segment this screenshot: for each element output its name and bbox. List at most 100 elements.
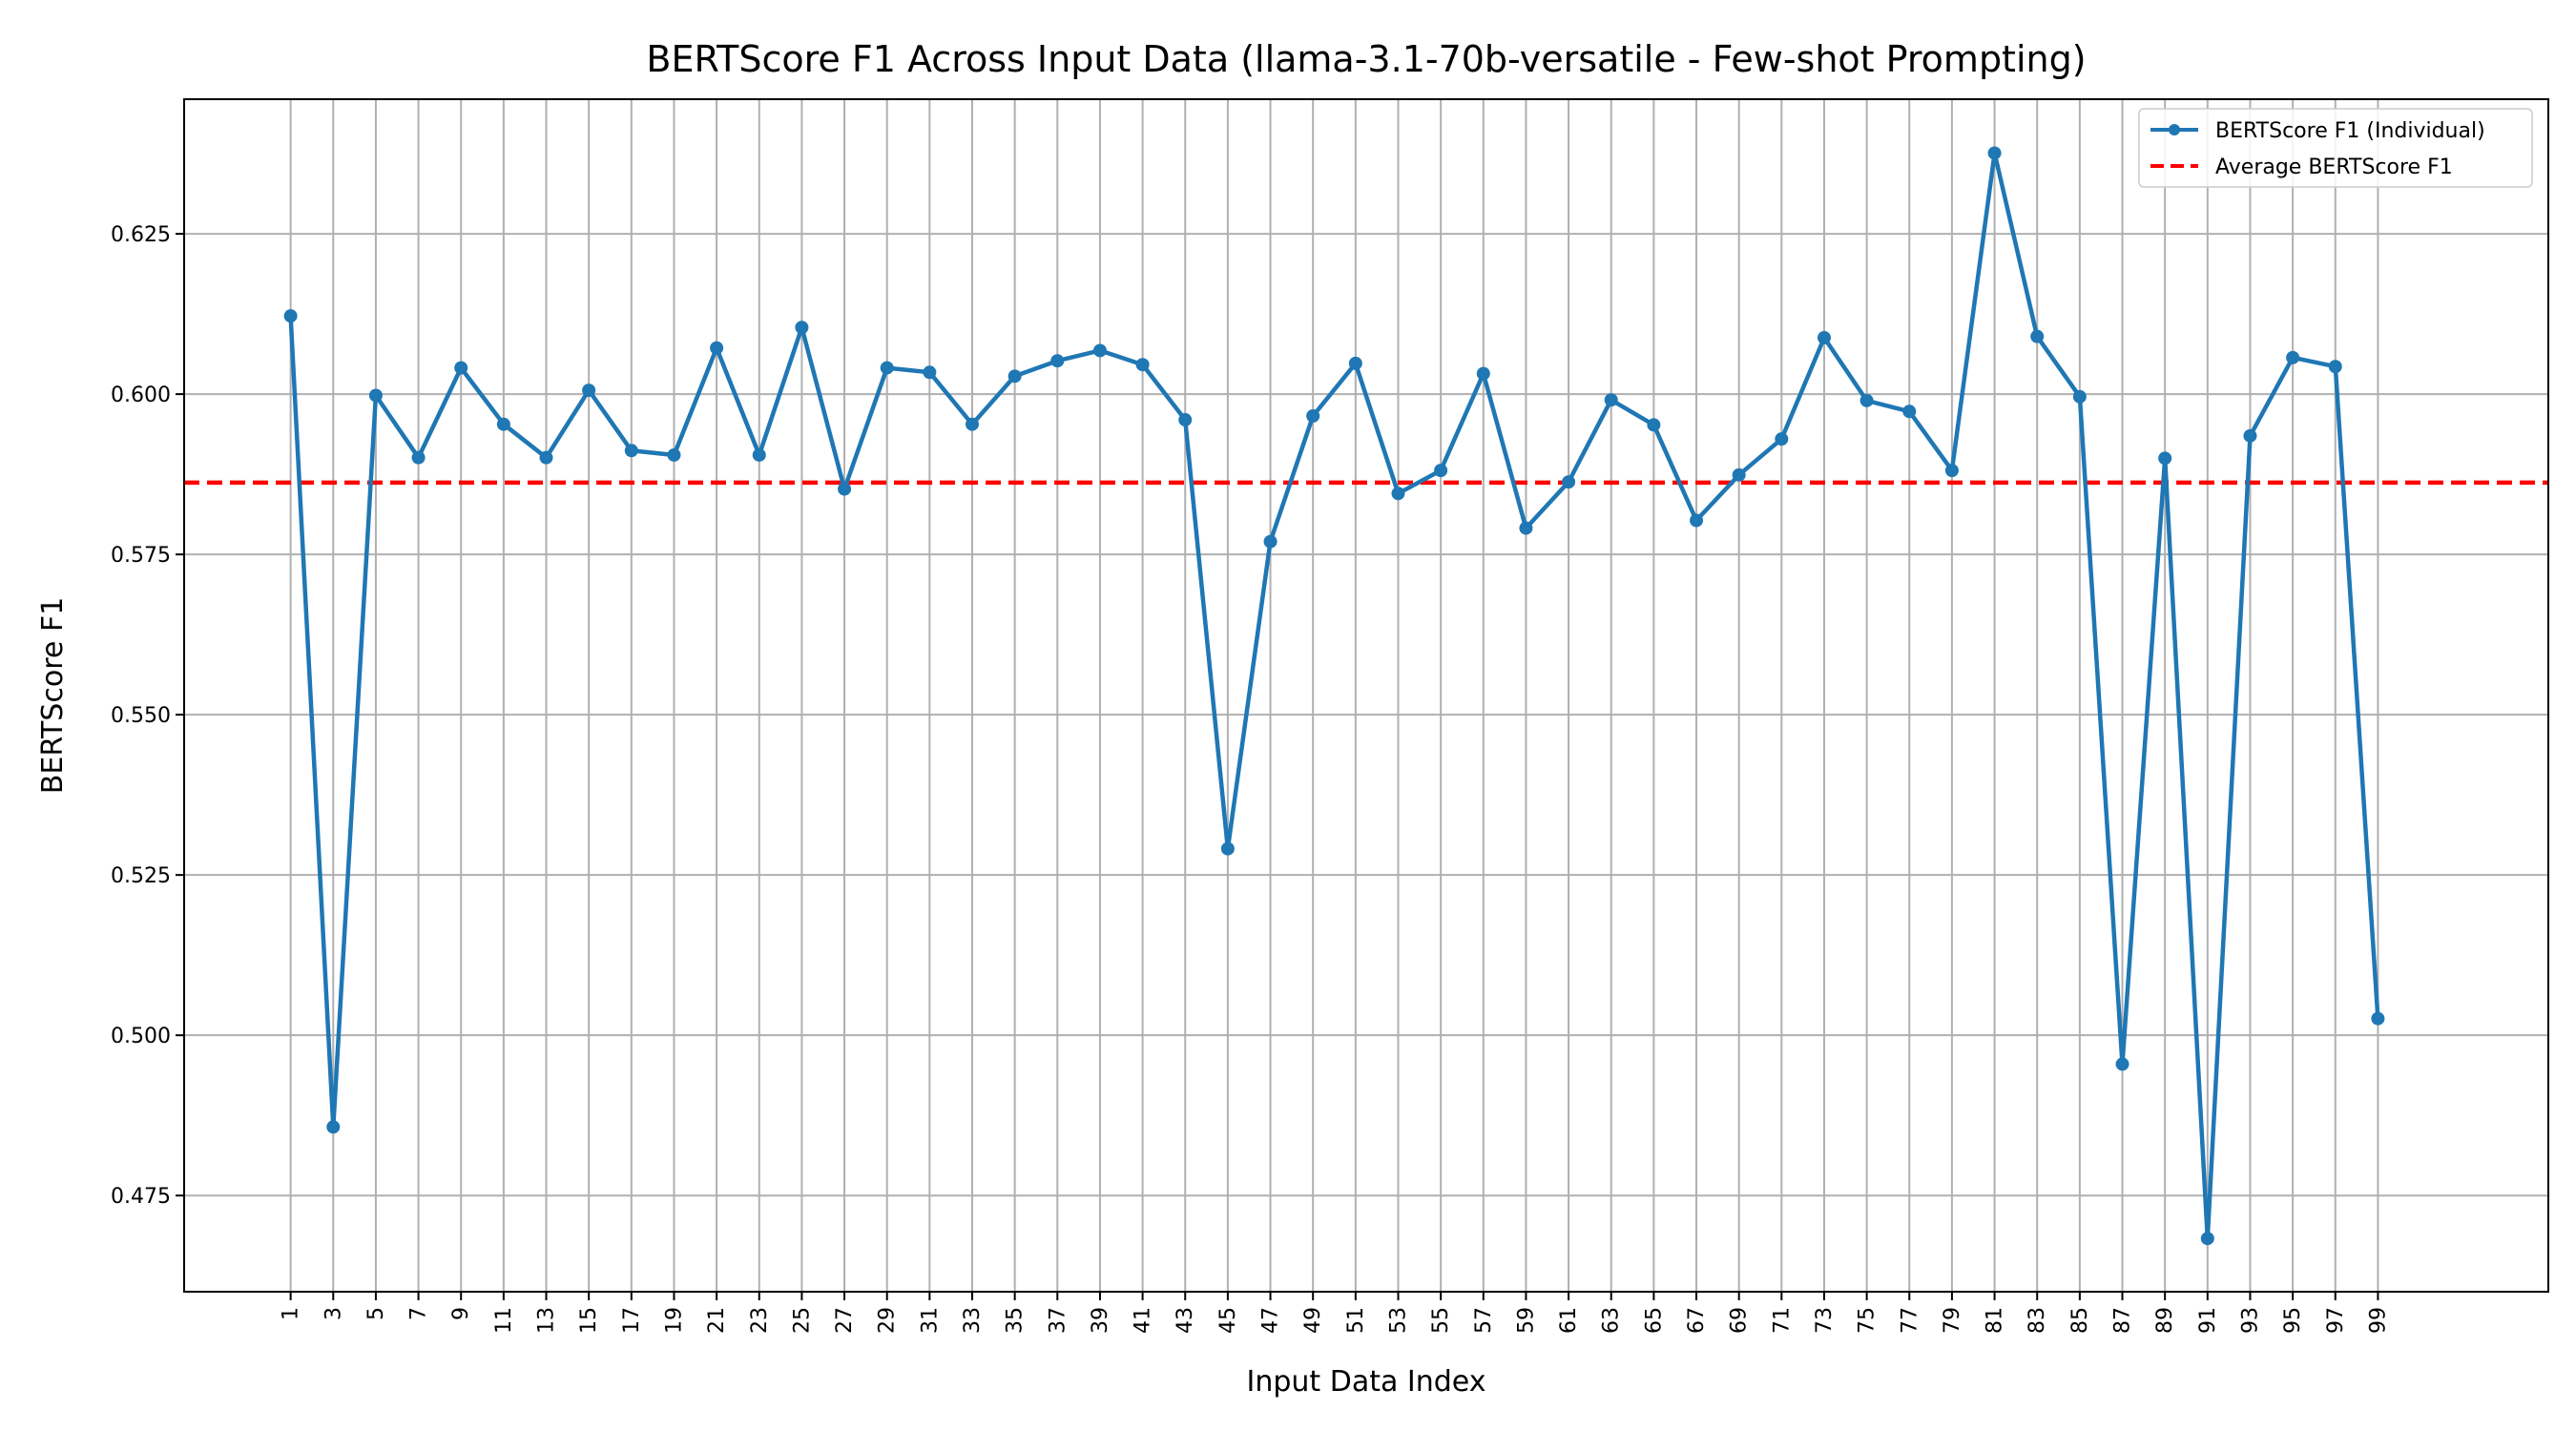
data-point [1604,393,1618,407]
x-tick-label: 85 [2068,1307,2092,1334]
data-point [1008,369,1022,384]
x-tick-label: 75 [1856,1307,1880,1334]
legend-label-individual: BERTScore F1 (Individual) [2215,119,2485,143]
x-tick-label: 23 [748,1307,772,1334]
x-tick-label: 51 [1344,1307,1368,1334]
x-tick-label: 63 [1600,1307,1624,1334]
data-point [624,444,638,458]
x-tick-label: 65 [1642,1307,1666,1334]
data-point [2243,428,2257,443]
data-point [710,341,724,355]
x-tick-label: 45 [1216,1307,1240,1334]
x-tick-label: 15 [577,1307,601,1334]
data-point [368,388,383,403]
data-point [2072,389,2087,404]
x-tick-label: 95 [2281,1307,2305,1334]
data-point [539,450,553,465]
x-tick-label: 81 [1984,1307,2007,1334]
plot-frame [183,98,2549,1293]
x-tick-label: 19 [662,1307,686,1334]
y-tick-label: 0.575 [111,544,171,568]
x-tick-label: 87 [2111,1307,2135,1334]
x-tick-label: 69 [1728,1307,1752,1334]
x-tick-label: 31 [918,1307,942,1334]
x-tick-label: 41 [1132,1307,1155,1334]
x-tick-label: 67 [1685,1307,1709,1334]
data-point [795,321,809,335]
y-tick-label: 0.500 [111,1025,171,1048]
data-point [1220,841,1235,856]
x-tick-label: 3 [322,1307,345,1320]
data-point [1135,358,1150,372]
data-point [2158,451,2172,466]
series-layer [283,146,2385,1246]
data-point [454,361,468,375]
x-tick-label: 27 [833,1307,857,1334]
x-tick-label: 25 [790,1307,814,1334]
data-point [1391,487,1405,501]
x-tick-label: 97 [2324,1307,2348,1334]
x-tick-label: 53 [1386,1307,1410,1334]
data-point [838,482,852,496]
data-point [1434,464,1448,478]
data-point [582,384,596,398]
data-point [966,417,979,431]
x-tick-label: 83 [2025,1307,2049,1334]
x-tick-label: 35 [1004,1307,1028,1334]
data-point [326,1120,341,1134]
legend-box [2138,108,2533,188]
data-point [2328,360,2342,374]
data-point [2286,350,2300,364]
y-axis-label: BERTScore F1 [36,597,70,794]
x-tick-label: 49 [1301,1307,1325,1334]
x-tick-label: 11 [492,1307,516,1334]
data-point [1690,513,1704,528]
data-point [1306,408,1320,423]
data-point [1902,404,1917,419]
data-point [1944,464,1959,478]
y-axis-ticks: 0.475 0.500 0.525 0.550 0.575 0.600 0.625 [111,223,184,1209]
data-point [1476,366,1490,381]
data-point [1732,467,1746,482]
x-tick-label: 37 [1046,1307,1070,1334]
legend: BERTScore F1 (Individual) Average BERTSc… [2138,108,2533,188]
x-tick-label: 99 [2366,1307,2390,1334]
x-tick-label: 71 [1770,1307,1794,1334]
x-tick-label: 59 [1514,1307,1538,1334]
data-point [1263,534,1278,549]
x-tick-label: 7 [407,1307,431,1320]
x-tick-label: 39 [1089,1307,1112,1334]
x-tick-label: 13 [535,1307,559,1334]
data-point [1519,521,1533,535]
grid [184,99,2548,1292]
x-tick-label: 17 [620,1307,644,1334]
x-tick-label: 91 [2196,1307,2220,1334]
x-tick-label: 1 [280,1307,303,1320]
x-tick-label: 93 [2238,1307,2262,1334]
x-tick-label: 21 [705,1307,729,1334]
x-tick-label: 73 [1813,1307,1837,1334]
data-point [880,361,894,375]
y-tick-label: 0.475 [111,1185,171,1209]
data-point [752,447,766,462]
data-point [1092,343,1107,358]
x-tick-label: 9 [449,1307,473,1320]
y-tick-label: 0.525 [111,864,171,888]
data-point [1775,432,1789,446]
data-point [2030,329,2045,343]
legend-label-average: Average BERTScore F1 [2215,156,2453,179]
data-point [2371,1011,2385,1026]
x-tick-label: 89 [2153,1307,2177,1334]
chart-title: BERTScore F1 Across Input Data (llama-3.… [646,38,2086,80]
data-point [1817,331,1831,344]
data-point [1178,413,1193,427]
x-tick-label: 55 [1429,1307,1453,1334]
x-tick-label: 33 [961,1307,985,1334]
x-tick-label: 57 [1472,1307,1496,1334]
data-point [1050,354,1065,368]
x-tick-label: 47 [1259,1307,1283,1334]
x-tick-label: 61 [1557,1307,1581,1334]
data-point [1859,393,1874,407]
x-axis-ticks: 1 3 5 7 9 11 13 15 17 19 21 23 25 27 29 31 33 35 37 39 41 43 4… [280,1292,2390,1334]
